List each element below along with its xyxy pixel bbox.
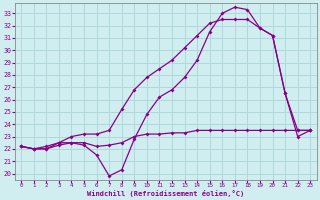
X-axis label: Windchill (Refroidissement éolien,°C): Windchill (Refroidissement éolien,°C) [87,190,244,197]
